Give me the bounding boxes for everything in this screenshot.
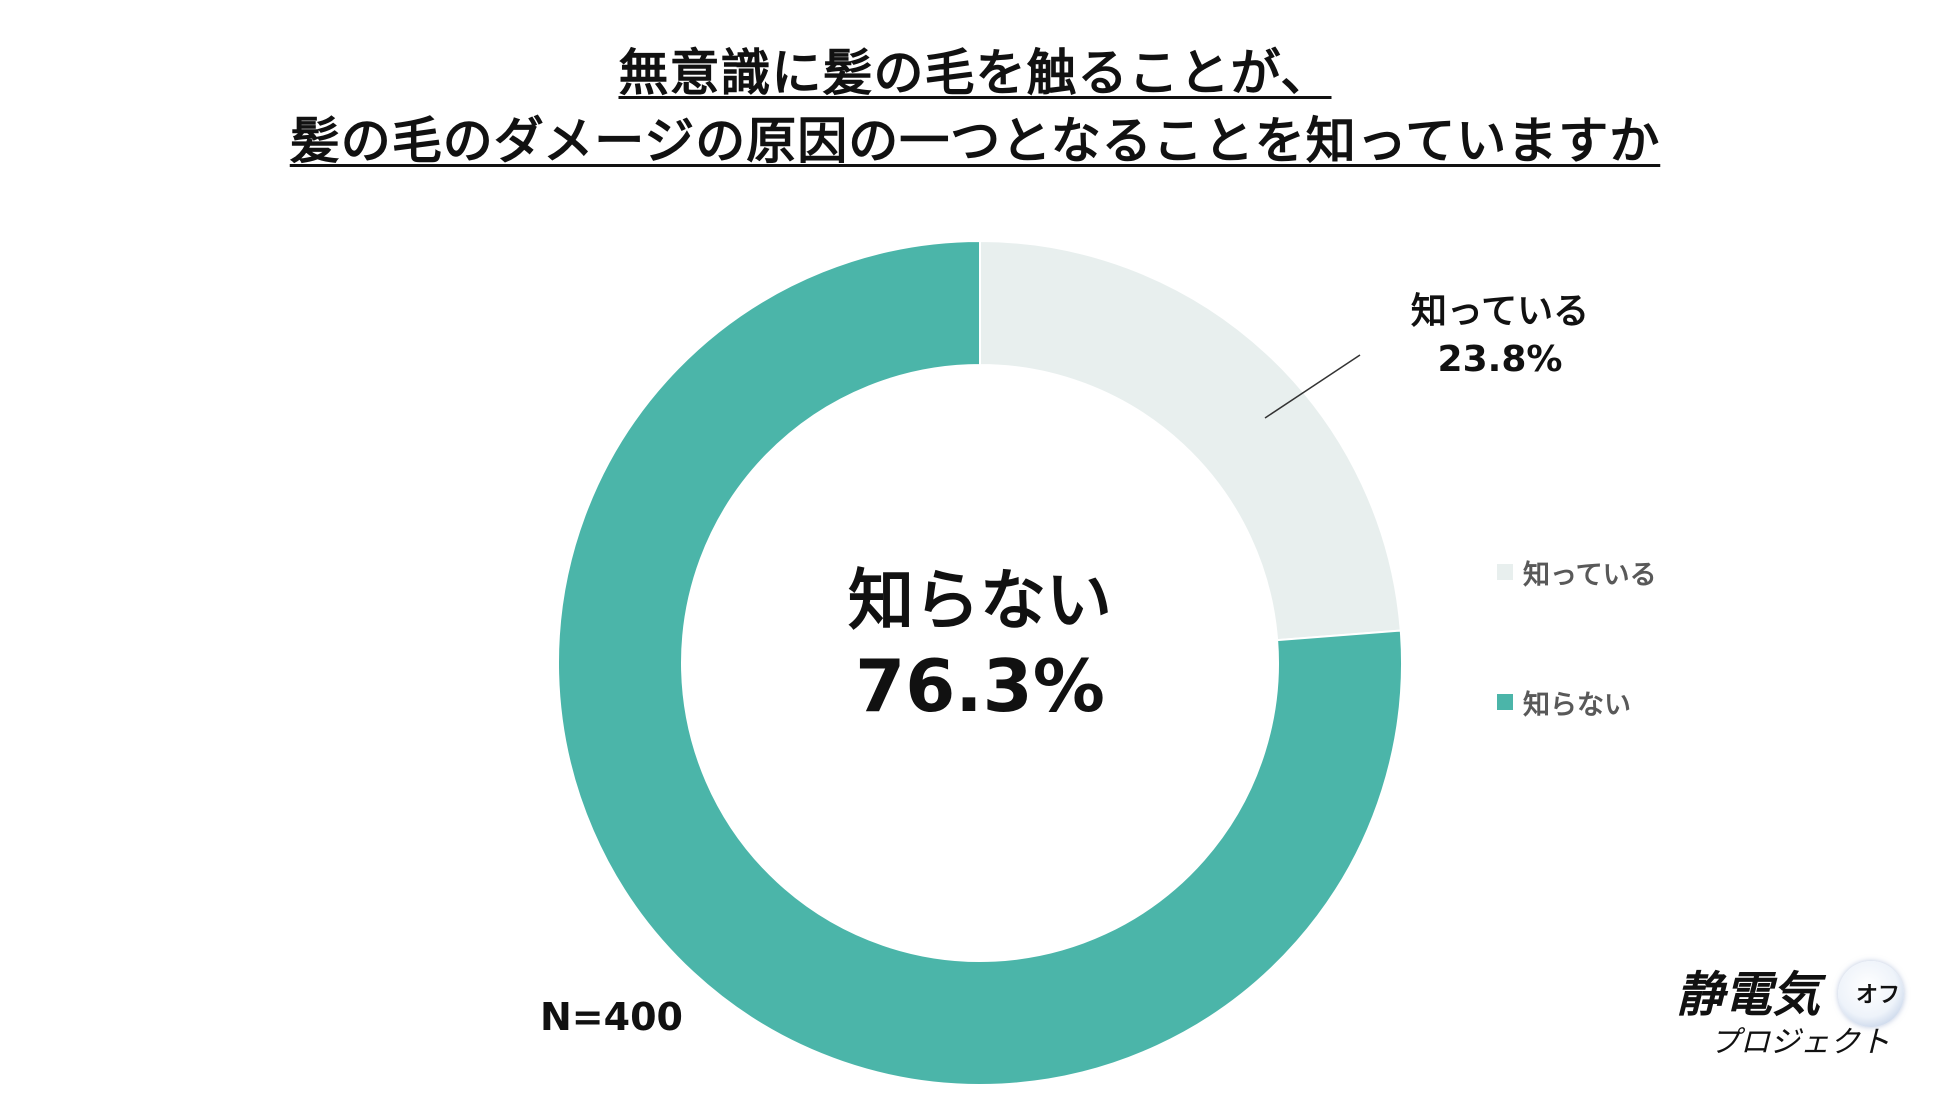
- sample-size-label: N=400: [540, 995, 683, 1039]
- logo-badge-text: オフ: [1856, 983, 1901, 1008]
- legend-swatch-knows: [1497, 564, 1513, 580]
- legend-swatch-not-know: [1497, 694, 1513, 710]
- legend-item-knows: 知っている: [1497, 552, 1657, 592]
- callout-label-knows: 知っている 23.8%: [1380, 288, 1620, 384]
- chart-legend: 知っている 知らない: [1497, 552, 1657, 812]
- donut-slice-not-know: [556, 239, 1403, 1086]
- donut-slice-knows: [979, 239, 1402, 642]
- center-value: 76.3%: [855, 644, 1105, 728]
- chart-title-line-2: 髪の毛のダメージの原因の一つとなることを知っていますか: [289, 112, 1661, 170]
- legend-label-knows: 知っている: [1523, 559, 1657, 591]
- center-label-not-know: 知らない 76.3%: [830, 560, 1130, 730]
- logo-bubble-icon: [1838, 961, 1904, 1027]
- callout-value: 23.8%: [1437, 339, 1563, 380]
- legend-label-not-know: 知らない: [1523, 689, 1631, 721]
- logo-sub-text: プロジェクト: [1710, 1025, 1890, 1060]
- callout-leader-line: [1264, 354, 1361, 419]
- callout-category: 知っている: [1410, 291, 1590, 332]
- brand-logo: 静電気 オフ プロジェクト: [1670, 955, 1910, 1075]
- chart-title-line-1: 無意識に髪の毛を触ることが、: [618, 44, 1332, 102]
- legend-item-not-know: 知らない: [1497, 682, 1657, 722]
- logo-main-text: 静電気: [1676, 967, 1821, 1023]
- chart-title: 無意識に髪の毛を触ることが、 髪の毛のダメージの原因の一つとなることを知っていま…: [0, 42, 1950, 178]
- center-category: 知らない: [848, 562, 1112, 639]
